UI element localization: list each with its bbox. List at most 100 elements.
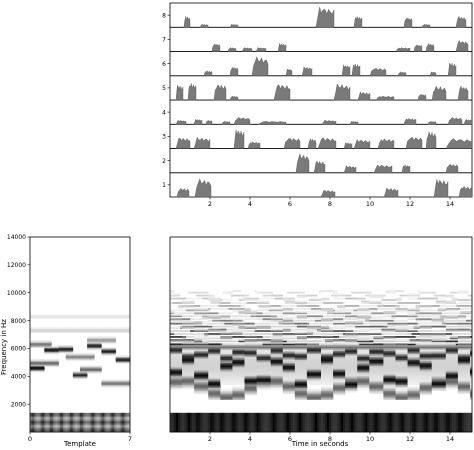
template-cell: [88, 345, 91, 347]
template-cell: [72, 429, 75, 432]
template-cell: [112, 315, 115, 318]
template-cell: [90, 355, 92, 357]
template-cell: [50, 314, 52, 317]
template-cell: [85, 374, 88, 377]
template-cell: [70, 414, 72, 416]
template-cell: [117, 415, 119, 417]
mixture-cell: [234, 302, 237, 304]
template-cell: [91, 357, 94, 360]
template-cell: [75, 373, 78, 375]
template-cell: [42, 415, 45, 417]
mixture-cell: [190, 429, 193, 431]
template-cell: [97, 369, 99, 372]
template-cell: [120, 314, 122, 317]
mixture-cell: [172, 336, 175, 338]
template-cell: [34, 420, 37, 423]
template-cell: [127, 429, 129, 432]
template-cell: [100, 365, 102, 368]
template-cell: [101, 336, 104, 338]
mixture-cell: [180, 346, 183, 349]
template-cell: [70, 351, 72, 354]
template-cell: [94, 425, 97, 428]
template-cell: [102, 329, 105, 332]
mixture-cell: [188, 362, 191, 365]
mixture-cell: [170, 315, 173, 318]
template-cell: [120, 331, 122, 333]
template-cell: [77, 424, 79, 426]
template-cell: [77, 331, 79, 333]
mixture-cell: [188, 359, 191, 362]
mixture-cell: [182, 420, 185, 422]
template-cell: [124, 355, 127, 357]
mixture-cell: [170, 352, 173, 355]
template-cell: [80, 421, 82, 424]
template-cell: [87, 343, 89, 346]
template-cell: [35, 421, 38, 424]
template-cell: [104, 414, 107, 416]
template-cell: [75, 357, 78, 360]
template-cell: [82, 412, 85, 415]
template-cell: [71, 347, 74, 350]
template-cell: [51, 361, 54, 364]
mixture-cell: [198, 386, 201, 389]
mixture-cell: [180, 325, 183, 328]
mixture-cell: [226, 319, 229, 322]
template-cell: [107, 317, 109, 319]
template-cell: [52, 420, 55, 423]
template-cell: [122, 430, 125, 433]
template-cell: [100, 341, 102, 343]
mixture-cell: [194, 297, 197, 300]
template-cell: [48, 342, 51, 345]
mixture-cell: [186, 343, 189, 346]
mixture-cell: [200, 423, 203, 425]
mixture-cell: [190, 384, 193, 387]
mixture-cell: [196, 297, 199, 300]
mixture-cell: [182, 371, 185, 374]
template-cell: [45, 317, 48, 319]
template-cell: [40, 420, 42, 423]
template-cell: [51, 424, 54, 426]
template-cell: [41, 343, 44, 346]
template-cell: [102, 350, 105, 352]
template-cell: [107, 331, 109, 333]
template-cell: [102, 349, 105, 351]
template-cell: [68, 329, 71, 332]
mixture-cell: [186, 374, 189, 377]
template-cell: [112, 349, 115, 351]
template-cell: [102, 342, 105, 345]
template-cell: [90, 368, 92, 370]
template-cell: [101, 414, 104, 416]
template-cell: [40, 331, 42, 333]
mixture-cell: [188, 333, 191, 335]
template-cell: [41, 370, 44, 373]
template-cell: [91, 416, 94, 419]
template-cell: [88, 423, 91, 425]
template-cell: [101, 338, 104, 341]
template-cell: [97, 315, 99, 318]
template-cell: [77, 375, 79, 378]
template-cell: [90, 336, 92, 338]
mixture-cell: [204, 333, 207, 335]
mixture-cell: [202, 321, 205, 324]
mixture-cell: [194, 356, 197, 359]
template-cell: [34, 346, 37, 349]
template-cell: [71, 352, 74, 355]
template-cell: [41, 359, 44, 361]
template-cell: [38, 420, 41, 423]
template-cell: [78, 423, 81, 425]
mixture-cell: [180, 349, 183, 352]
mixture-cell: [222, 343, 225, 346]
template-cell: [82, 370, 85, 373]
template-cell: [72, 314, 75, 317]
template-cell: [88, 338, 91, 341]
template-cell: [34, 317, 37, 319]
template-cell: [75, 331, 78, 333]
template-cell: [92, 343, 95, 346]
template-cell: [120, 380, 122, 383]
template-cell: [74, 424, 77, 426]
mixture-cell: [188, 341, 191, 344]
template-cell: [114, 337, 117, 340]
mixture-cell: [180, 364, 183, 366]
mixture-cell: [212, 325, 215, 328]
template-cell: [82, 414, 85, 416]
